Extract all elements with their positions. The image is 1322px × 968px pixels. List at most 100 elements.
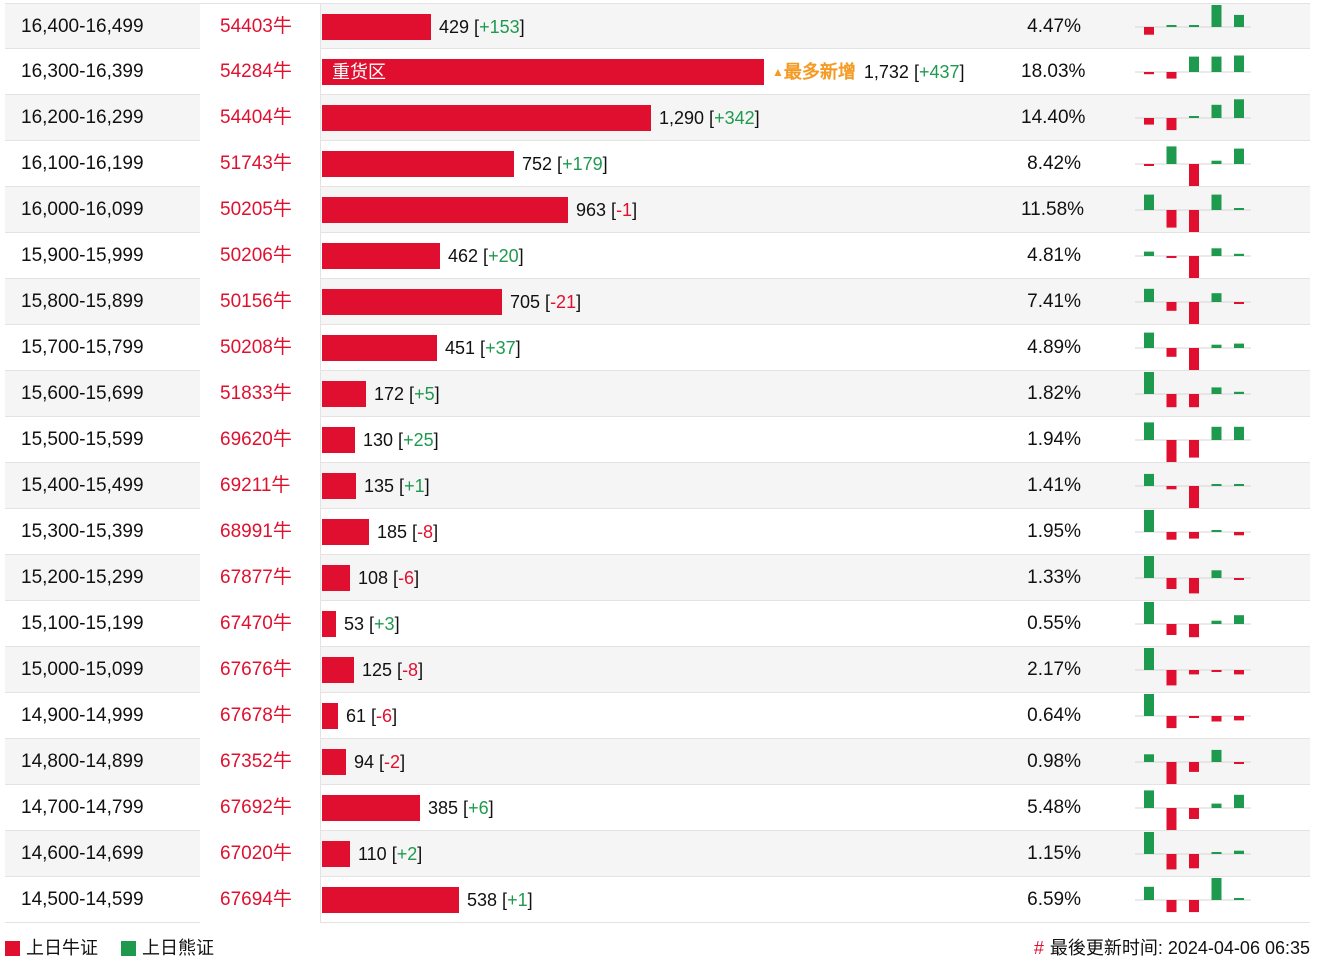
sparkline-bar bbox=[1144, 72, 1154, 75]
sparkline-bar bbox=[1166, 348, 1177, 357]
warrant-code-link[interactable]: 50205牛 bbox=[220, 199, 292, 220]
warrant-code-link[interactable]: 50156牛 bbox=[220, 291, 292, 312]
price-range: 15,000-15,099 bbox=[21, 659, 144, 680]
table-row[interactable]: 14,700-14,799 67692牛 385 [+6] 5.48% bbox=[5, 785, 1310, 831]
volume-value: 538 [+1] bbox=[467, 890, 533, 910]
table-row[interactable]: 16,100-16,199 51743牛 752 [+179] 8.42% bbox=[5, 141, 1310, 187]
warrant-code-link[interactable]: 54404牛 bbox=[220, 107, 292, 128]
volume-count: 963 bbox=[576, 200, 607, 220]
sparkline-bar bbox=[1189, 716, 1199, 718]
volume-value: 429 [+153] bbox=[439, 17, 525, 37]
volume-value: 108 [-6] bbox=[358, 568, 420, 588]
volume-delta: -8 bbox=[402, 660, 419, 680]
table-row[interactable]: 14,900-14,999 67678牛 61 [-6] 0.64% bbox=[5, 693, 1310, 739]
table-row[interactable]: 14,500-14,599 67694牛 538 [+1] 6.59% bbox=[5, 877, 1310, 923]
sparkline-bar bbox=[1189, 116, 1199, 118]
percentage: 5.48% bbox=[1027, 797, 1081, 818]
warrant-code-link[interactable]: 67692牛 bbox=[220, 797, 292, 818]
warrant-code-link[interactable]: 69211牛 bbox=[220, 475, 291, 496]
table-row[interactable]: 16,300-16,399 54284牛 重货区 ▲最多新增 1,732 [+437] 1… bbox=[5, 49, 1310, 95]
table-row[interactable]: 15,100-15,199 67470牛 53 [+3] 0.55% bbox=[5, 601, 1310, 647]
warrant-code-link[interactable]: 67877牛 bbox=[220, 567, 292, 588]
volume-count: 538 bbox=[467, 890, 498, 910]
volume-bar bbox=[322, 151, 514, 177]
warrant-code-link[interactable]: 67694牛 bbox=[220, 889, 292, 910]
sparkline-bar bbox=[1144, 194, 1154, 210]
sparkline-bar bbox=[1211, 56, 1222, 72]
table-row[interactable]: 14,800-14,899 67352牛 94 [-2] 0.98% bbox=[5, 739, 1310, 785]
warrant-code-link[interactable]: 68991牛 bbox=[220, 521, 292, 542]
sparkline-bar bbox=[1144, 886, 1154, 900]
warrant-code-link[interactable]: 51743牛 bbox=[220, 153, 292, 174]
sparkline-bar bbox=[1166, 670, 1177, 686]
volume-bar bbox=[322, 887, 459, 913]
sparkline-bar bbox=[1166, 578, 1177, 589]
volume-count: 110 bbox=[358, 844, 387, 864]
heavy-zone-tag: 重货区 bbox=[332, 62, 386, 82]
sparkline-bar bbox=[1144, 332, 1154, 348]
warrant-code-link[interactable]: 69620牛 bbox=[220, 429, 292, 450]
sparkline-bar bbox=[1189, 164, 1199, 186]
sparkline-bar bbox=[1234, 794, 1244, 808]
table-row[interactable]: 14,600-14,699 67020牛 110 [+2] 1.15% bbox=[5, 831, 1310, 877]
table-row[interactable]: 16,400-16,499 54403牛 429 [+153] 4.47% bbox=[5, 3, 1310, 50]
warrant-code-link[interactable]: 67352牛 bbox=[220, 751, 292, 772]
five-day-change-sparkline bbox=[1135, 749, 1251, 784]
warrant-code-cell: 50156牛 bbox=[200, 279, 320, 325]
sparkline-bar bbox=[1144, 422, 1154, 440]
percentage: 1.15% bbox=[1027, 843, 1081, 864]
warrant-code-link[interactable]: 67470牛 bbox=[220, 613, 292, 634]
last-updated: # 最後更新时间: 2024-04-06 06:35 bbox=[1034, 934, 1310, 962]
volume-delta: +20 bbox=[488, 246, 519, 266]
volume-bar-cell: 462 [+20] bbox=[320, 233, 1020, 279]
percentage: 2.17% bbox=[1027, 659, 1081, 680]
sparkline-bar bbox=[1211, 248, 1222, 256]
warrant-code-link[interactable]: 54284牛 bbox=[220, 61, 292, 82]
table-row[interactable]: 15,600-15,699 51833牛 172 [+5] 1.82% bbox=[5, 371, 1310, 417]
sparkline-bar bbox=[1166, 302, 1177, 311]
table-row[interactable]: 15,900-15,999 50206牛 462 [+20] 4.81% bbox=[5, 233, 1310, 279]
volume-bar bbox=[322, 289, 502, 315]
warrant-code-link[interactable]: 51833牛 bbox=[220, 383, 292, 404]
warrant-code-link[interactable]: 50208牛 bbox=[220, 337, 292, 358]
warrant-code-cell: 51743牛 bbox=[200, 141, 320, 187]
table-row[interactable]: 15,400-15,499 69211牛 135 [+1] 1.41% bbox=[5, 463, 1310, 509]
table-row[interactable]: 15,300-15,399 68991牛 185 [-8] 1.95% bbox=[5, 509, 1310, 555]
volume-bar-cell: 185 [-8] bbox=[320, 509, 1020, 555]
sparkline-bar bbox=[1234, 484, 1244, 486]
warrant-code-link[interactable]: 67020牛 bbox=[220, 843, 292, 864]
table-row[interactable]: 15,800-15,899 50156牛 705 [-21] 7.41% bbox=[5, 279, 1310, 325]
warrant-code-cell: 67352牛 bbox=[200, 739, 320, 785]
table-row[interactable]: 15,000-15,099 67676牛 125 [-8] 2.17% bbox=[5, 647, 1310, 693]
table-row[interactable]: 16,000-16,099 50205牛 963 [-1] 11.58% bbox=[5, 187, 1310, 233]
sparkline-bar bbox=[1189, 532, 1199, 539]
five-day-change-sparkline bbox=[1135, 332, 1251, 370]
sparkline-bar bbox=[1166, 394, 1177, 408]
volume-bar-cell: 538 [+1] bbox=[320, 877, 1020, 923]
volume-value: 125 [-8] bbox=[362, 660, 424, 680]
volume-bar-cell: 重货区 ▲最多新增 1,732 [+437] bbox=[320, 49, 1020, 95]
volume-count: 385 bbox=[428, 798, 459, 818]
volume-value: 1,290 [+342] bbox=[659, 108, 760, 128]
warrant-code-link[interactable]: 67678牛 bbox=[220, 705, 292, 726]
warrant-code-link[interactable]: 67676牛 bbox=[220, 659, 292, 680]
sparkline-bar bbox=[1234, 14, 1244, 27]
volume-value: 705 [-21] bbox=[510, 292, 582, 312]
volume-count: 429 bbox=[439, 17, 470, 37]
sparkline-bar bbox=[1234, 426, 1244, 440]
table-row[interactable]: 15,700-15,799 50208牛 451 [+37] 4.89% bbox=[5, 325, 1310, 371]
table-row[interactable]: 15,500-15,599 69620牛 130 [+25] 1.94% bbox=[5, 417, 1310, 463]
warrant-code-link[interactable]: 54403牛 bbox=[220, 16, 292, 37]
percentage: 1.41% bbox=[1027, 475, 1081, 496]
table-row[interactable]: 16,200-16,299 54404牛 1,290 [+342] 14.40% bbox=[5, 95, 1310, 141]
warrant-code-cell: 67020牛 bbox=[200, 831, 320, 877]
footer: 上日牛证 上日熊证 # 最後更新时间: 2024-04-06 06:35 bbox=[5, 934, 1310, 962]
price-range: 14,800-14,899 bbox=[21, 751, 144, 772]
volume-value: 110 [+2] bbox=[358, 844, 423, 864]
volume-bar-cell: 1,290 [+342] bbox=[320, 95, 1020, 141]
price-range: 14,900-14,999 bbox=[21, 705, 144, 726]
table-row[interactable]: 15,200-15,299 67877牛 108 [-6] 1.33% bbox=[5, 555, 1310, 601]
up-triangle-icon: ▲ bbox=[772, 65, 784, 79]
warrant-code-link[interactable]: 50206牛 bbox=[220, 245, 292, 266]
warrant-code-cell: 67678牛 bbox=[200, 693, 320, 739]
